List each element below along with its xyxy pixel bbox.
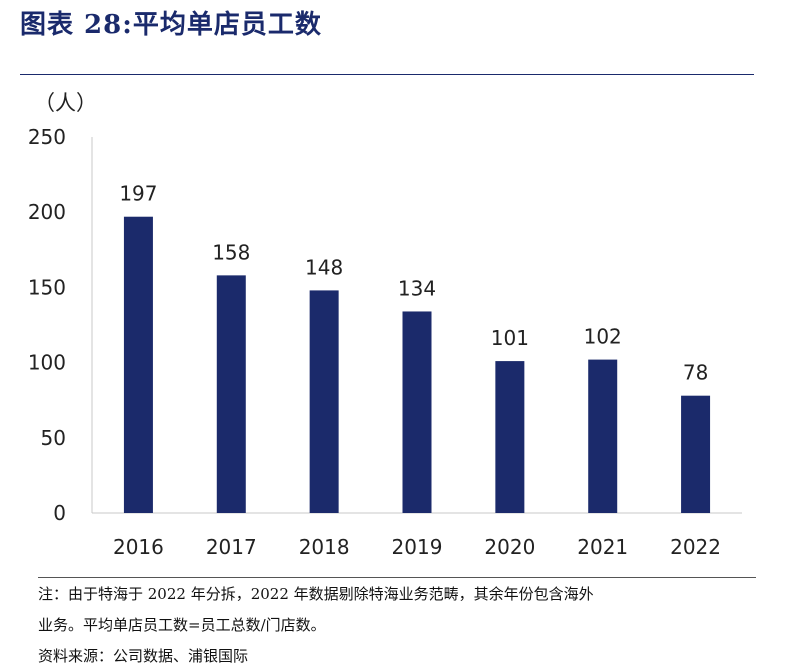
bar-2017 [216, 275, 246, 513]
data-label-2021: 102 [584, 325, 622, 349]
y-axis-unit-label: （人） [34, 91, 97, 115]
bar-2022 [681, 395, 711, 513]
y-tick-label: 100 [28, 351, 66, 375]
data-label-2018: 148 [305, 255, 343, 279]
y-tick-label: 250 [28, 125, 66, 149]
title-divider [20, 74, 754, 75]
bar-2016 [123, 216, 153, 513]
data-label-2022: 78 [683, 361, 708, 385]
x-tick-label-2020: 2020 [484, 535, 535, 559]
footnote-line-2: 业务。平均单店员工数=员工总数/门店数。 [38, 616, 326, 634]
data-label-2020: 101 [491, 326, 529, 350]
bar-2020 [495, 361, 525, 513]
y-tick-label: 50 [41, 426, 66, 450]
bar-chart: （人） 0 50 100 150 200 250 197 2016 158 2017 148 2018 1… [28, 91, 742, 559]
x-tick-label-2018: 2018 [299, 535, 350, 559]
footnote-line-1: 注：由于特海于 2022 年分拆，2022 年数据剔除特海业务范畴，其余年份包含… [38, 585, 594, 603]
x-tick-label-2021: 2021 [577, 535, 628, 559]
x-tick-label-2019: 2019 [392, 535, 443, 559]
x-tick-label-2017: 2017 [206, 535, 257, 559]
notes-divider [38, 577, 756, 578]
data-label-2017: 158 [212, 240, 250, 264]
bar-2021 [588, 359, 618, 513]
y-tick-label: 200 [28, 200, 66, 224]
x-tick-label-2022: 2022 [670, 535, 721, 559]
y-tick-label: 0 [53, 501, 66, 525]
data-label-2016: 197 [119, 182, 157, 206]
bar-2019 [402, 311, 432, 513]
bar-2018 [309, 290, 339, 513]
x-tick-label-2016: 2016 [113, 535, 164, 559]
chart-title: 图表 28:平均单店员工数 [20, 10, 322, 40]
data-label-2019: 134 [398, 276, 436, 300]
source-note: 资料来源：公司数据、浦银国际 [38, 647, 249, 665]
y-tick-label: 150 [28, 275, 66, 299]
